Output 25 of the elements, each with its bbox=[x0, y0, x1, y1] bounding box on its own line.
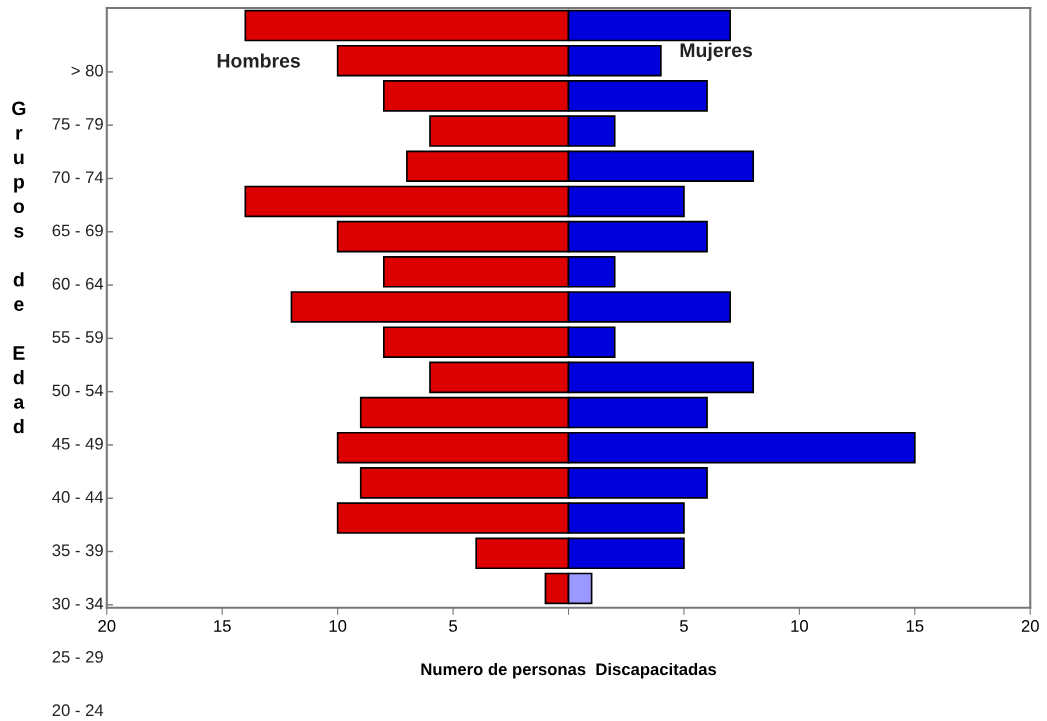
series-label: Hombres bbox=[217, 53, 300, 68]
text: 20 - 24 bbox=[52, 704, 104, 717]
text: 35 - 39 bbox=[52, 544, 103, 557]
x-tick-label: 5 bbox=[449, 620, 458, 632]
text: 25 - 29 bbox=[52, 650, 103, 663]
x-axis-title: Numero de personas Discapacitadas bbox=[421, 662, 717, 679]
text: 65 - 69 bbox=[52, 224, 103, 237]
x-tick-label: 5 bbox=[679, 620, 688, 632]
x-tick-label: 20 bbox=[1021, 620, 1039, 632]
text: 50 - 54 bbox=[52, 384, 104, 397]
x-tick-label: 15 bbox=[214, 620, 231, 632]
x-tick-label: 15 bbox=[906, 620, 924, 632]
text: 45 - 49 bbox=[52, 437, 103, 450]
series-label: Mujeres bbox=[680, 42, 753, 61]
x-tick-label: 20 bbox=[98, 620, 116, 632]
x-tick-label: 10 bbox=[329, 620, 347, 632]
text: 75 - 79 bbox=[52, 117, 103, 130]
x-tick-label: 10 bbox=[791, 620, 808, 632]
text: 30 - 34 bbox=[52, 597, 104, 610]
text: 60 - 64 bbox=[52, 277, 104, 290]
text: 55 - 59 bbox=[52, 331, 103, 343]
text: Grupos de Edad bbox=[12, 101, 26, 434]
text: > 80 bbox=[71, 64, 103, 77]
text: 70 - 74 bbox=[52, 171, 104, 184]
text: 40 - 44 bbox=[52, 491, 104, 503]
